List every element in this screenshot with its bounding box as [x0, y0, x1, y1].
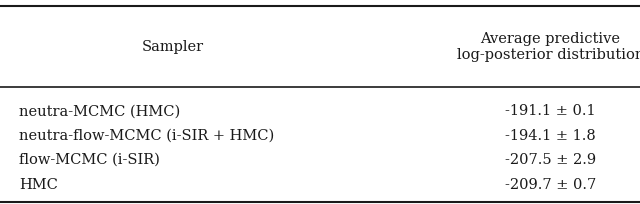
- Text: Sampler: Sampler: [141, 40, 204, 54]
- Text: -194.1 ± 1.8: -194.1 ± 1.8: [505, 129, 596, 143]
- Text: -207.5 ± 2.9: -207.5 ± 2.9: [505, 153, 596, 167]
- Text: flow-MCMC (i-SIR): flow-MCMC (i-SIR): [19, 153, 160, 167]
- Text: -209.7 ± 0.7: -209.7 ± 0.7: [505, 178, 596, 192]
- Text: neutra-MCMC (HMC): neutra-MCMC (HMC): [19, 104, 180, 118]
- Text: -191.1 ± 0.1: -191.1 ± 0.1: [505, 104, 596, 118]
- Text: HMC: HMC: [19, 178, 58, 192]
- Text: Average predictive
log-posterior distribution: Average predictive log-posterior distrib…: [457, 32, 640, 62]
- Text: neutra-flow-MCMC (i-SIR + HMC): neutra-flow-MCMC (i-SIR + HMC): [19, 129, 275, 143]
